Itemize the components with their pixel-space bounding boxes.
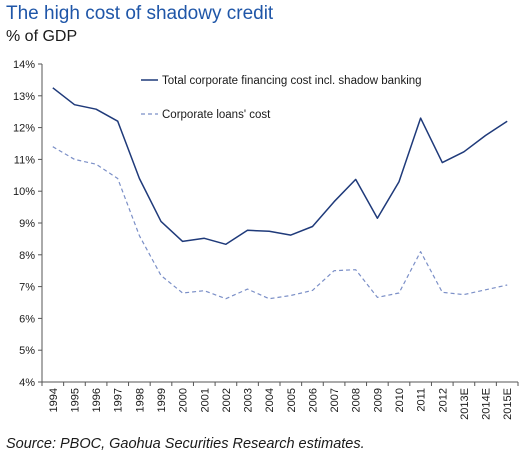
legend-label: Corporate loans' cost [162, 109, 271, 121]
x-tick-label: 1995 [69, 388, 81, 412]
x-tick-label: 2010 [394, 388, 406, 412]
y-axis-ticks: 4% 5% 6% 7% 8% 9% 10% 11% 12% 13% 14% [13, 59, 42, 389]
x-tick-label: 2011 [416, 388, 428, 412]
x-tick-label: 2015E [502, 388, 514, 420]
x-tick-label: 1997 [113, 388, 125, 412]
x-tick-label: 2014E [481, 388, 493, 420]
y-tick-label: 14% [13, 59, 35, 71]
x-tick-label: 2007 [329, 388, 341, 412]
x-tick-label: 2012 [437, 388, 449, 412]
chart-legend: Total corporate financing cost incl. sha… [141, 75, 422, 121]
x-tick-label: 1994 [48, 388, 60, 412]
y-tick-label: 11% [14, 154, 35, 166]
x-tick-label: 2001 [199, 388, 211, 412]
y-tick-label: 13% [13, 91, 35, 103]
x-tick-label: 1999 [156, 388, 168, 412]
y-tick-label: 5% [19, 345, 35, 357]
x-tick-label: 2003 [243, 388, 255, 412]
chart-series [52, 87, 508, 300]
y-tick-label: 8% [19, 250, 35, 262]
x-tick-label: 2009 [372, 388, 384, 412]
x-tick-label: 1998 [134, 388, 146, 412]
x-tick-label: 2002 [221, 388, 233, 412]
x-tick-label: 2005 [286, 388, 298, 412]
y-tick-label: 6% [19, 313, 35, 325]
series-line-total-financing-cost [52, 87, 508, 246]
x-tick-label: 2000 [178, 388, 190, 412]
chart-title: The high cost of shadowy credit [6, 3, 274, 24]
legend-label: Total corporate financing cost incl. sha… [162, 75, 422, 87]
x-tick-label: 1996 [91, 388, 103, 412]
y-tick-label: 4% [19, 377, 35, 389]
chart-subtitle: % of GDP [6, 28, 78, 45]
series-line-corporate-loans-cost [52, 146, 508, 300]
x-tick-label: 2006 [307, 388, 319, 412]
x-tick-label: 2004 [264, 388, 276, 412]
source-note: Source: PBOC, Gaohua Securities Research… [6, 436, 365, 452]
y-tick-label: 7% [19, 282, 35, 294]
y-tick-label: 10% [13, 186, 35, 198]
x-axis-ticks: 1994 1995 1996 1997 1998 1999 2000 2001 2002 2003… [41, 382, 519, 420]
chart-axes [41, 64, 518, 383]
x-tick-label: 2013E [459, 388, 471, 420]
y-tick-label: 12% [13, 123, 35, 135]
x-tick-label: 2008 [351, 388, 363, 412]
y-tick-label: 9% [19, 218, 35, 230]
